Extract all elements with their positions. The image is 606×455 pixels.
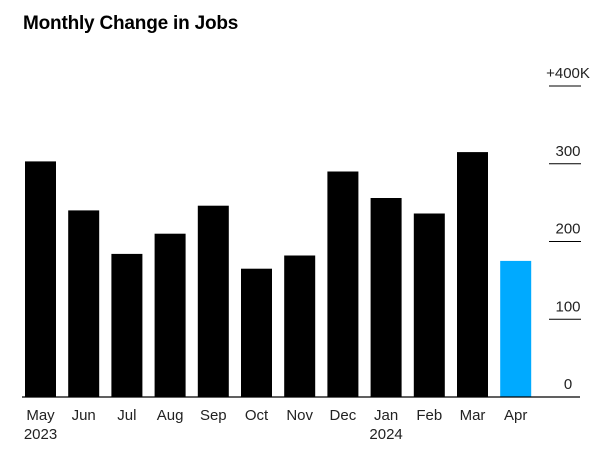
y-tick-label: 100	[555, 298, 580, 315]
bar-oct	[241, 268, 272, 397]
x-axis: May 2023 Jun Jul Aug Sep Oct Nov Dec Jan 2024 Feb Ma…	[24, 407, 528, 443]
x-tick-label: Oct	[245, 407, 269, 424]
x-year-label: 2024	[369, 426, 402, 443]
x-tick-label: Feb	[416, 407, 442, 424]
x-tick-label: Mar	[460, 407, 486, 424]
bar-may	[25, 161, 56, 397]
bar-dec	[327, 171, 359, 397]
bar-feb	[413, 213, 445, 397]
x-tick-label: May	[26, 407, 55, 424]
bar-nov	[284, 255, 316, 397]
bar-jul	[111, 253, 143, 397]
x-tick-label: Jul	[117, 407, 136, 424]
x-tick-label: Aug	[157, 407, 184, 424]
bar-apr	[500, 260, 532, 397]
x-tick-label: Jan	[374, 407, 398, 424]
bars-group	[25, 152, 532, 397]
y-tick-label: 0	[564, 376, 572, 393]
bar-sep	[197, 205, 229, 397]
y-tick-label: +400K	[546, 65, 590, 82]
bar-mar	[457, 152, 488, 397]
bar-jan	[370, 198, 402, 397]
bar-aug	[154, 233, 186, 397]
x-year-label: 2023	[24, 426, 57, 443]
x-tick-label: Sep	[200, 407, 227, 424]
chart-title: Monthly Change in Jobs	[23, 13, 239, 34]
bar-jun	[68, 210, 100, 397]
y-tick-label: 200	[555, 221, 580, 238]
x-tick-label: Apr	[504, 407, 527, 424]
x-tick-label: Jun	[72, 407, 96, 424]
y-axis: 0 100 200 300 +400K	[546, 65, 590, 393]
x-tick-label: Dec	[330, 407, 357, 424]
y-tick-label: 300	[555, 143, 580, 160]
x-tick-label: Nov	[286, 407, 313, 424]
